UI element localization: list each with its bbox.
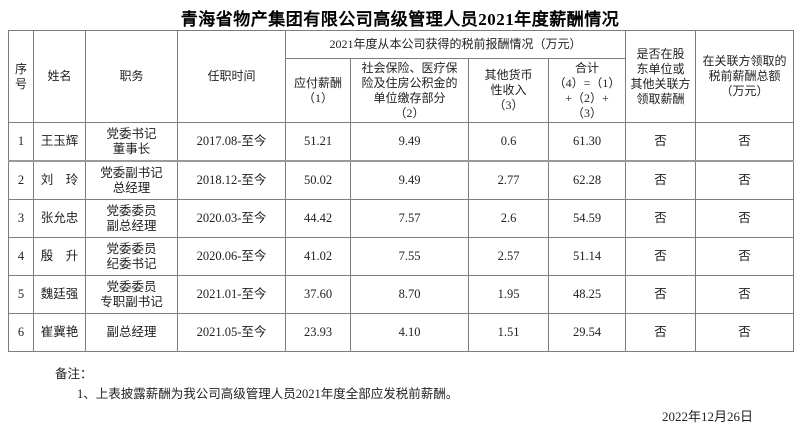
- cell-name: 魏廷强: [33, 275, 86, 314]
- col-header-group-pretax: 2021年度从本公司获得的税前报酬情况（万元）: [284, 30, 627, 59]
- cell-shareholder: 否: [625, 275, 697, 314]
- cell-position: 党委委员 专职副书记: [85, 275, 178, 314]
- col-header-shareholder: 是否在股 东单位或 其他关联方 领取薪酬: [625, 30, 697, 123]
- cell-shareholder: 否: [625, 160, 697, 200]
- cell-insurance: 7.57: [350, 199, 469, 238]
- cell-position: 党委委员 副总经理: [85, 199, 178, 238]
- cell-seq: 1: [8, 122, 34, 162]
- col-header-total: 合计 （4）=（1） +（2）+ （3）: [547, 58, 627, 123]
- cell-name: 刘 玲: [33, 160, 86, 200]
- cell-total: 51.14: [547, 237, 627, 276]
- cell-shareholder: 否: [625, 313, 697, 352]
- date-stamp: 2022年12月26日: [661, 409, 753, 424]
- cell-pay: 44.42: [285, 199, 351, 238]
- cell-shareholder: 否: [625, 199, 697, 238]
- cell-total: 48.25: [547, 275, 627, 314]
- cell-name: 张允忠: [33, 199, 86, 238]
- cell-total: 62.28: [547, 160, 627, 200]
- cell-tenure: 2018.12-至今: [177, 160, 286, 200]
- col-header-seq: 序 号: [8, 30, 34, 123]
- col-header-tenure: 任职时间: [177, 30, 286, 123]
- col-header-pay: 应付薪酬 （1）: [285, 58, 351, 123]
- cell-name: 殷 升: [33, 237, 86, 276]
- cell-related-party: 否: [695, 160, 795, 200]
- cell-pay: 37.60: [285, 275, 351, 314]
- col-header-name: 姓名: [33, 30, 86, 123]
- table-row: 4 殷 升 党委委员 纪委书记 2020.06-至今 41.02 7.55 2.…: [8, 237, 795, 276]
- cell-related-party: 否: [695, 237, 795, 276]
- cell-related-party: 否: [695, 313, 795, 352]
- cell-seq: 2: [8, 160, 34, 200]
- table-row: 1 王玉辉 党委书记 董事长 2017.08-至今 51.21 9.49 0.6…: [8, 122, 795, 162]
- col-header-other-income: 其他货币 性收入 （3）: [468, 58, 549, 123]
- cell-total: 54.59: [547, 199, 627, 238]
- cell-shareholder: 否: [625, 122, 697, 162]
- cell-pay: 23.93: [285, 313, 351, 352]
- cell-pay: 51.21: [285, 122, 351, 162]
- cell-related-party: 否: [695, 275, 795, 314]
- header-row-group: 序 号 姓名 职务 任职时间 2021年度从本公司获得的税前报酬情况（万元） 是…: [8, 30, 795, 123]
- cell-insurance: 9.49: [350, 122, 469, 162]
- cell-shareholder: 否: [625, 237, 697, 276]
- cell-name: 崔冀艳: [33, 313, 86, 352]
- col-header-position: 职务: [85, 30, 178, 123]
- cell-seq: 6: [8, 313, 34, 352]
- cell-pay: 41.02: [285, 237, 351, 276]
- cell-insurance: 9.49: [350, 160, 469, 200]
- salary-table: 序 号 姓名 职务 任职时间 2021年度从本公司获得的税前报酬情况（万元） 是…: [8, 30, 795, 352]
- cell-total: 61.30: [547, 122, 627, 162]
- cell-other-income: 1.95: [468, 275, 549, 314]
- cell-pay: 50.02: [285, 160, 351, 200]
- cell-position: 党委副书记 总经理: [85, 160, 178, 200]
- cell-seq: 4: [8, 237, 34, 276]
- note-item: 1、上表披露薪酬为我公司高级管理人员2021年度全部应发税前薪酬。: [77, 387, 459, 401]
- header-row-sub: 应付薪酬 （1） 社会保险、医疗保 险及住房公积金的 单位缴存部分 （2） 其他…: [9, 58, 794, 123]
- cell-tenure: 2017.08-至今: [177, 122, 286, 162]
- table-row: 5 魏廷强 党委委员 专职副书记 2021.01-至今 37.60 8.70 1…: [8, 275, 795, 314]
- cell-seq: 5: [8, 275, 34, 314]
- cell-tenure: 2021.05-至今: [177, 313, 286, 352]
- cell-other-income: 2.6: [468, 199, 549, 238]
- cell-other-income: 1.51: [468, 313, 549, 352]
- cell-insurance: 4.10: [350, 313, 469, 352]
- cell-other-income: 0.6: [468, 122, 549, 162]
- table-row: 3 张允忠 党委委员 副总经理 2020.03-至今 44.42 7.57 2.…: [8, 199, 795, 238]
- cell-seq: 3: [8, 199, 34, 238]
- col-header-related-party: 在关联方领取的 税前薪酬总额 （万元）: [695, 30, 795, 123]
- cell-related-party: 否: [695, 122, 795, 162]
- cell-insurance: 8.70: [350, 275, 469, 314]
- cell-insurance: 7.55: [350, 237, 469, 276]
- table-row: 2 刘 玲 党委副书记 总经理 2018.12-至今 50.02 9.49 2.…: [8, 160, 795, 200]
- cell-position: 党委书记 董事长: [85, 122, 178, 162]
- notes-block: 备注： 1、上表披露薪酬为我公司高级管理人员2021年度全部应发税前薪酬。: [55, 364, 458, 404]
- cell-related-party: 否: [695, 199, 795, 238]
- cell-tenure: 2020.03-至今: [177, 199, 286, 238]
- col-header-insurance: 社会保险、医疗保 险及住房公积金的 单位缴存部分 （2）: [350, 58, 469, 123]
- cell-total: 29.54: [547, 313, 627, 352]
- cell-other-income: 2.57: [468, 237, 549, 276]
- cell-position: 副总经理: [85, 313, 178, 352]
- table-row: 6 崔冀艳 副总经理 2021.05-至今 23.93 4.10 1.51 29…: [8, 313, 795, 352]
- cell-tenure: 2021.01-至今: [177, 275, 286, 314]
- page-title: 青海省物产集团有限公司高级管理人员2021年度薪酬情况: [180, 10, 620, 29]
- cell-tenure: 2020.06-至今: [177, 237, 286, 276]
- cell-name: 王玉辉: [33, 122, 86, 162]
- cell-other-income: 2.77: [468, 160, 549, 200]
- cell-position: 党委委员 纪委书记: [85, 237, 178, 276]
- notes-label: 备注：: [55, 367, 93, 381]
